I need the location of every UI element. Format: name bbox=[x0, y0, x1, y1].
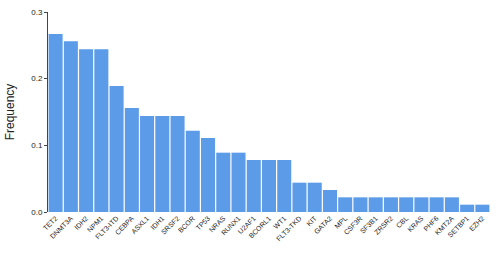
svg-text:U2AF1: U2AF1 bbox=[237, 215, 257, 235]
svg-text:CBL: CBL bbox=[395, 215, 410, 230]
svg-text:IDH1: IDH1 bbox=[149, 215, 165, 231]
svg-text:IDH2: IDH2 bbox=[73, 215, 89, 231]
svg-text:TET2: TET2 bbox=[42, 215, 59, 232]
svg-text:WT1: WT1 bbox=[272, 215, 287, 230]
svg-text:BCOR: BCOR bbox=[177, 215, 196, 234]
svg-text:KMT2A: KMT2A bbox=[434, 215, 456, 237]
svg-text:NRAS: NRAS bbox=[208, 215, 227, 234]
svg-text:EZH2: EZH2 bbox=[468, 215, 486, 233]
svg-text:MPL: MPL bbox=[333, 215, 348, 230]
svg-text:KIT: KIT bbox=[305, 214, 318, 227]
svg-text:ASXL1: ASXL1 bbox=[130, 215, 150, 235]
svg-text:SRSF2: SRSF2 bbox=[160, 215, 181, 236]
svg-text:BCORL1: BCORL1 bbox=[247, 215, 272, 240]
svg-text:RUNX1: RUNX1 bbox=[220, 215, 242, 237]
svg-text:TP53: TP53 bbox=[194, 215, 211, 232]
svg-text:SETBP1: SETBP1 bbox=[446, 215, 470, 239]
svg-text:0.0: 0.0 bbox=[31, 208, 43, 217]
svg-text:ZRSR2: ZRSR2 bbox=[373, 215, 394, 236]
svg-text:CEBPA: CEBPA bbox=[114, 215, 136, 237]
svg-text:0.3: 0.3 bbox=[31, 8, 43, 17]
svg-text:SF3B1: SF3B1 bbox=[359, 215, 379, 235]
svg-text:Frequency: Frequency bbox=[3, 84, 17, 141]
svg-text:0.1: 0.1 bbox=[31, 141, 43, 150]
svg-text:0.2: 0.2 bbox=[31, 74, 43, 83]
svg-text:NPM1: NPM1 bbox=[86, 215, 105, 234]
svg-text:GATA2: GATA2 bbox=[313, 215, 334, 236]
svg-text:CSF3R: CSF3R bbox=[342, 215, 363, 236]
svg-text:PHF6: PHF6 bbox=[422, 215, 440, 233]
svg-text:FLT3-ITD: FLT3-ITD bbox=[94, 215, 120, 241]
svg-text:FLT3-TKD: FLT3-TKD bbox=[275, 215, 303, 243]
svg-text:DNMT3A: DNMT3A bbox=[49, 214, 75, 240]
svg-text:KRAS: KRAS bbox=[406, 214, 425, 233]
